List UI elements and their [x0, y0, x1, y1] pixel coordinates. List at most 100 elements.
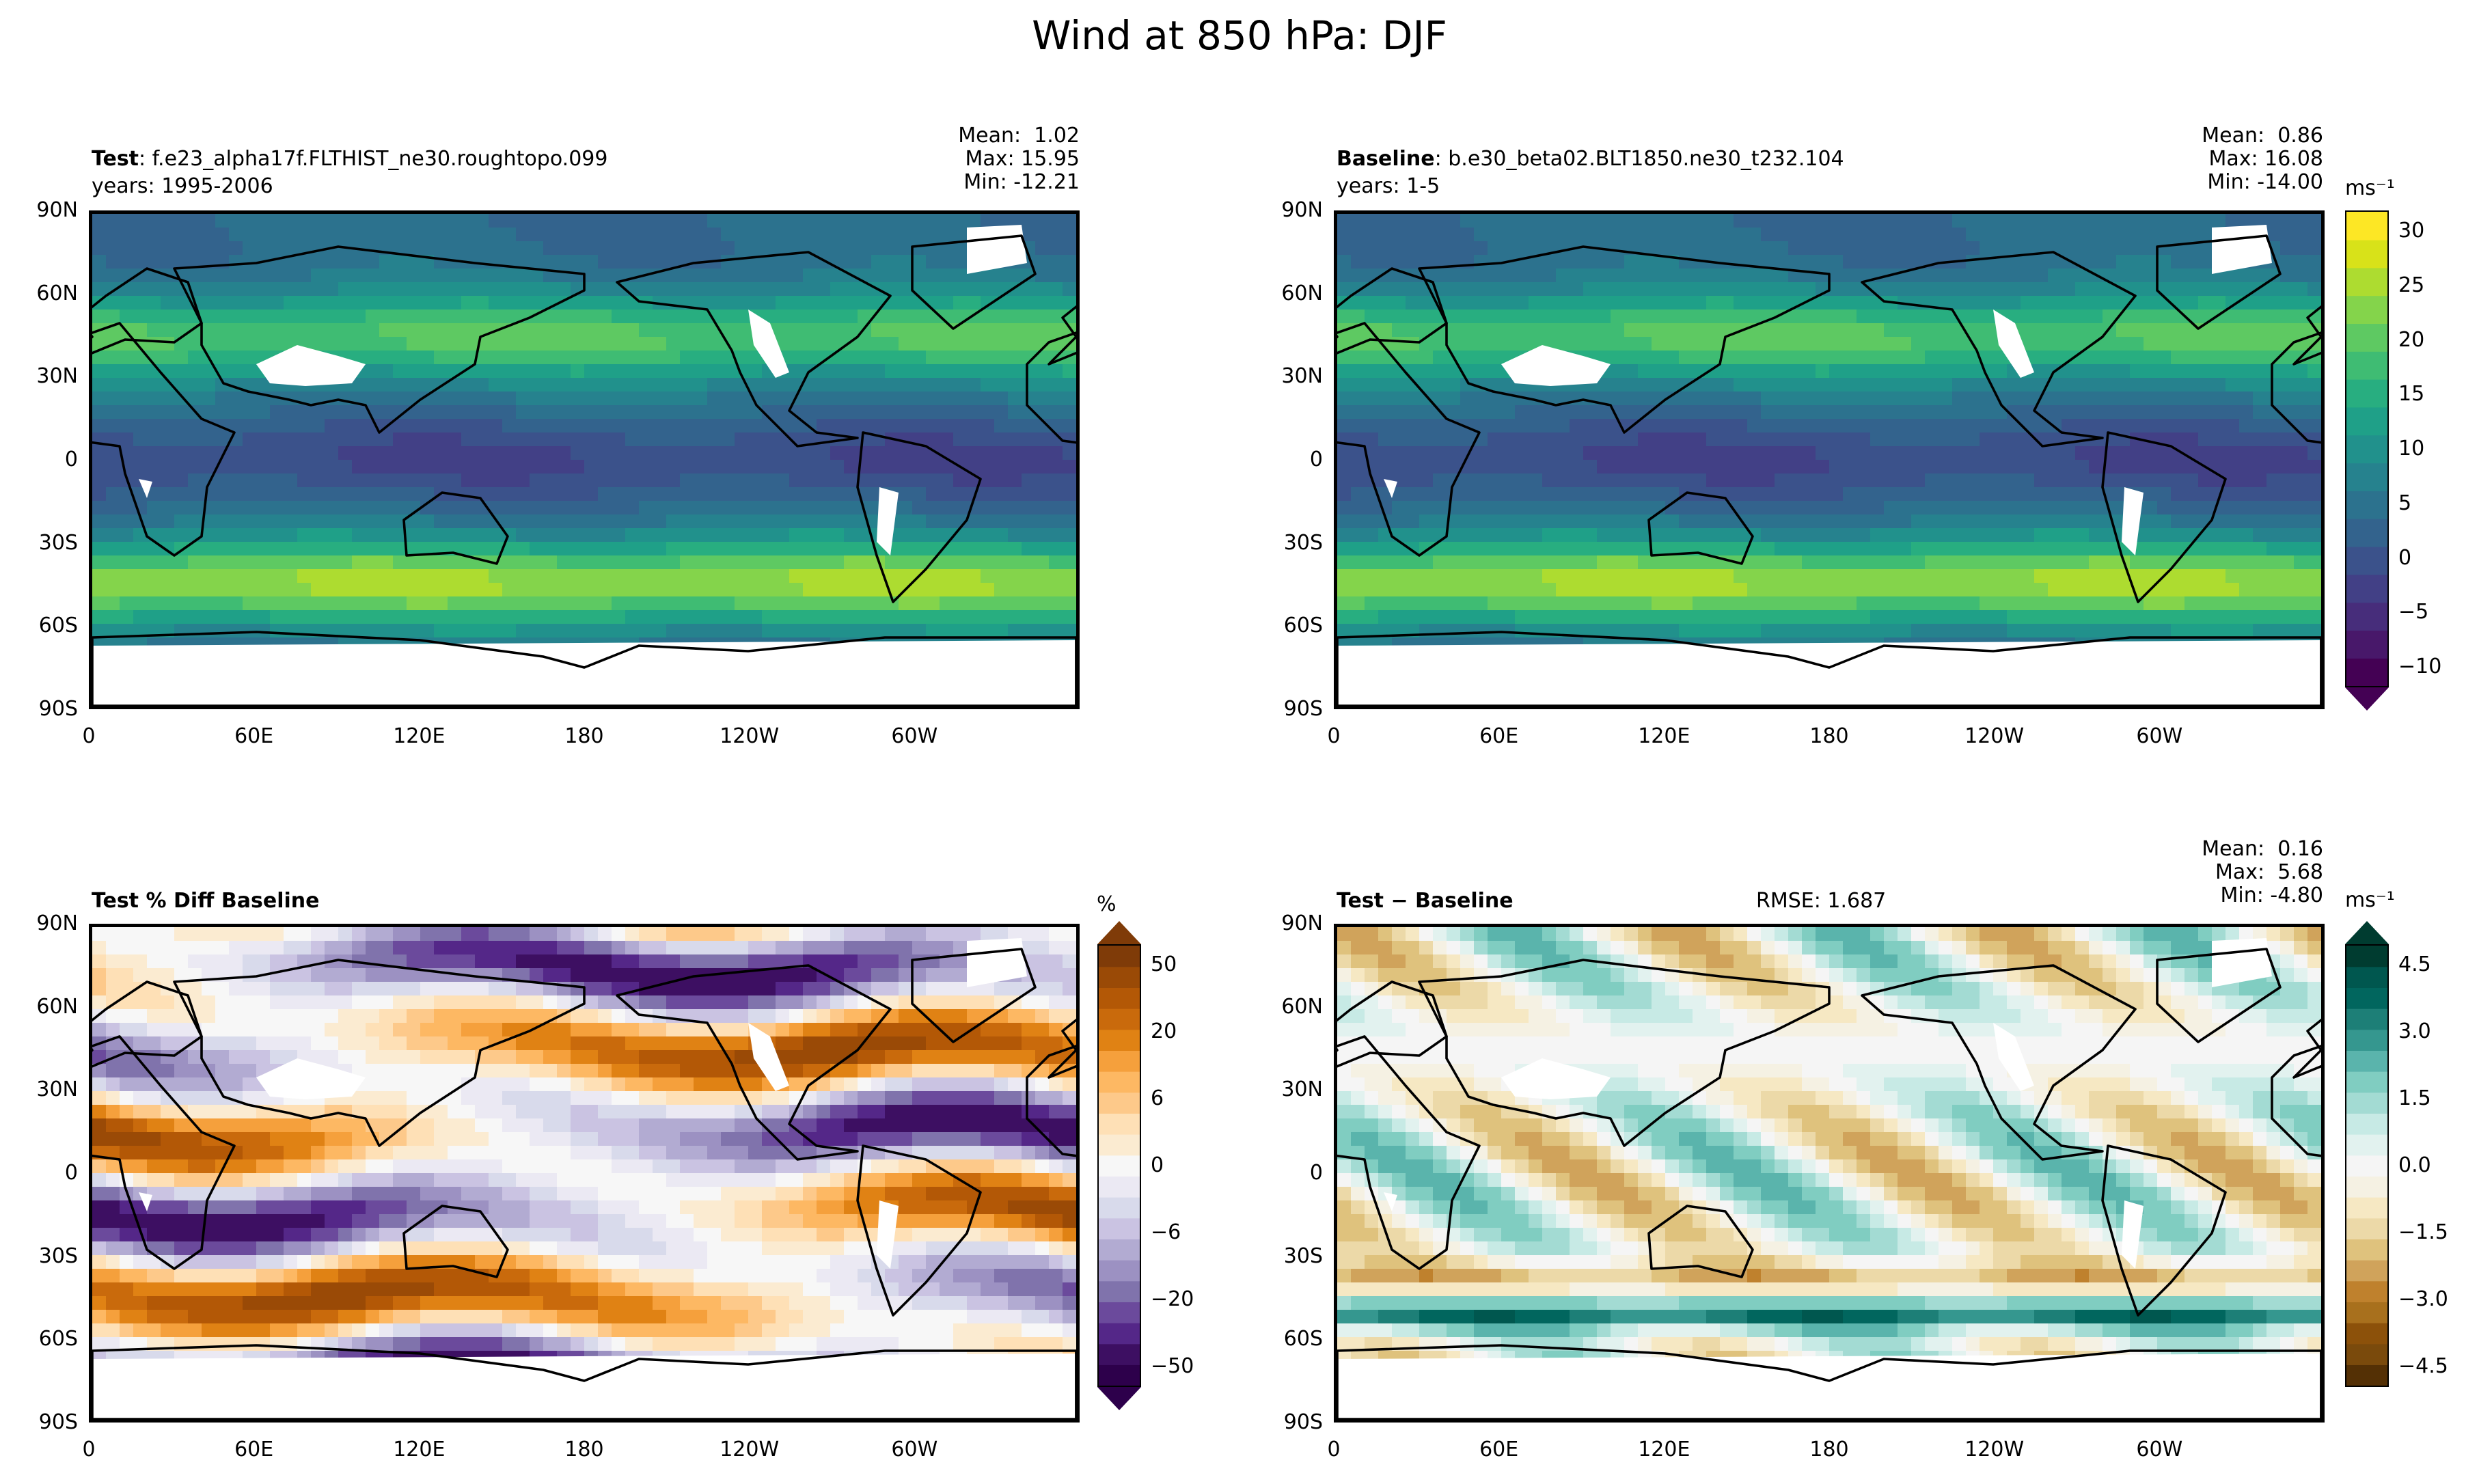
field-cell	[393, 310, 408, 325]
field-cell	[666, 624, 681, 639]
field-cell	[926, 542, 941, 557]
field-cell	[2198, 255, 2213, 270]
field-cell	[284, 255, 299, 270]
field-cell	[2294, 432, 2309, 448]
field-cell	[2253, 419, 2268, 434]
field-cell	[748, 405, 763, 420]
field-cell	[1693, 228, 1708, 243]
field-cell	[2225, 405, 2241, 420]
field-cell	[1829, 378, 1844, 393]
field-cell	[1624, 364, 1639, 379]
field-cell	[981, 391, 996, 407]
field-cell	[202, 405, 217, 420]
field-cell	[926, 419, 941, 434]
field-cell	[2007, 419, 2022, 434]
field-cell	[2212, 419, 2227, 434]
field-cell	[2171, 419, 2186, 434]
field-cell	[1980, 569, 1995, 584]
field-cell	[1474, 228, 1489, 243]
field-cell	[1008, 419, 1023, 434]
field-cell	[2307, 405, 2321, 420]
field-cell	[2225, 378, 2241, 393]
field-cell	[748, 269, 763, 284]
field-cell	[1597, 596, 1612, 612]
field-cell	[1939, 514, 1954, 530]
field-cell	[489, 569, 504, 584]
field-cell	[871, 323, 886, 338]
field-cell	[1460, 351, 1475, 366]
field-cell	[530, 610, 545, 625]
field-cell	[407, 323, 422, 338]
field-cell	[1966, 391, 1981, 407]
field-cell	[2280, 473, 2295, 489]
field-cell	[680, 351, 695, 366]
field-cell	[912, 228, 927, 243]
field-cell	[1925, 351, 1940, 366]
field-cell	[2089, 241, 2104, 256]
field-cell	[270, 596, 285, 612]
field-cell	[1665, 473, 1680, 489]
field-cell	[1980, 487, 1995, 502]
field-cell	[2280, 391, 2295, 407]
field-cell	[1433, 228, 1448, 243]
field-cell	[1734, 405, 1749, 420]
field-cell	[1515, 228, 1530, 243]
field-cell	[1816, 269, 1831, 284]
field-cell	[161, 501, 176, 516]
field-cell	[489, 610, 504, 625]
field-cell	[407, 214, 422, 229]
field-cell	[803, 282, 818, 297]
field-cell	[120, 214, 135, 229]
field-cell	[557, 460, 572, 475]
field-cell	[1734, 624, 1749, 639]
field-cell	[2212, 405, 2227, 420]
field-cell	[1501, 460, 1516, 475]
field-cell	[530, 542, 545, 557]
field-cell	[475, 473, 490, 489]
field-cell	[352, 596, 367, 612]
field-cell	[434, 501, 449, 516]
field-cell	[940, 473, 955, 489]
field-cell	[2116, 228, 2131, 243]
field-cell	[707, 269, 722, 284]
field-cell	[776, 323, 791, 338]
field-cell	[1993, 446, 2008, 461]
field-cell	[448, 528, 463, 543]
field-cell	[448, 214, 463, 229]
field-cell	[2130, 282, 2145, 297]
field-cell	[1816, 501, 1831, 516]
field-cell	[666, 228, 681, 243]
field-cell	[174, 624, 189, 639]
field-cell	[1693, 405, 1708, 420]
field-cell	[2280, 555, 2295, 571]
field-cell	[461, 364, 476, 379]
field-cell	[612, 391, 627, 407]
field-cell	[1624, 460, 1639, 475]
field-cell	[1392, 282, 1407, 297]
field-cell	[1638, 364, 1653, 379]
field-cell	[1337, 351, 1352, 366]
field-cell	[612, 460, 627, 475]
field-cell	[2225, 446, 2241, 461]
field-cell	[270, 228, 285, 243]
field-cell	[1365, 610, 1380, 625]
field-cell	[1035, 501, 1050, 516]
field-cell	[1035, 624, 1050, 639]
field-cell	[2307, 569, 2321, 584]
field-cell	[1337, 282, 1352, 297]
field-cell	[1501, 583, 1516, 598]
field-cell	[2021, 446, 2036, 461]
field-cell	[489, 419, 504, 434]
field-cell	[1447, 514, 1462, 530]
field-cell	[789, 487, 804, 502]
field-cell	[2307, 214, 2321, 229]
field-cell	[1049, 241, 1064, 256]
field-cell	[2034, 583, 2049, 598]
field-cell	[1747, 296, 1762, 311]
field-cell	[1720, 569, 1735, 584]
field-cell	[1884, 391, 1899, 407]
field-cell	[2171, 596, 2186, 612]
field-cell	[366, 378, 381, 393]
field-cell	[1542, 228, 1557, 243]
field-cell	[352, 487, 367, 502]
